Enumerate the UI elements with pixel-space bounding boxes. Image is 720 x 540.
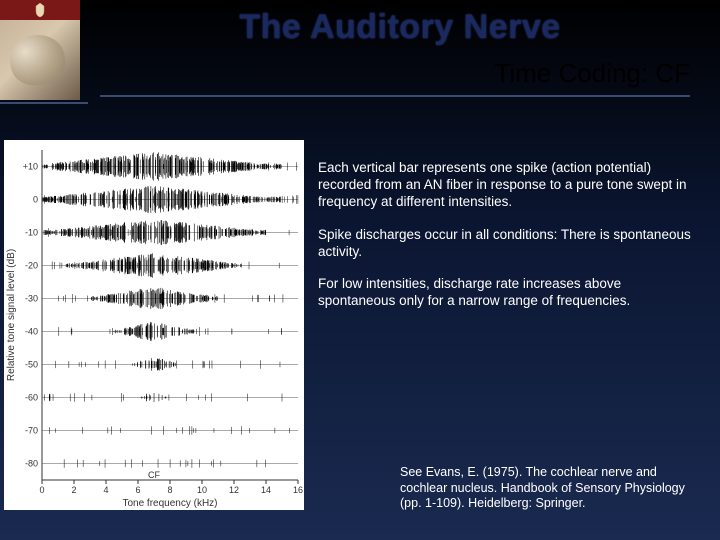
svg-text:10: 10: [197, 485, 207, 495]
svg-text:-50: -50: [25, 360, 38, 370]
citation-text: See Evans, E. (1975). The cochlear nerve…: [400, 465, 690, 512]
svg-text:16: 16: [293, 485, 303, 495]
svg-text:Tone frequency (kHz): Tone frequency (kHz): [122, 498, 217, 509]
crest-icon: [0, 0, 80, 20]
svg-text:4: 4: [103, 485, 108, 495]
svg-text:0: 0: [33, 195, 38, 205]
svg-text:Relative tone signal level (dB: Relative tone signal level (dB): [6, 249, 17, 381]
body-text: Each vertical bar represents one spike (…: [318, 160, 700, 326]
svg-text:6: 6: [135, 485, 140, 495]
svg-text:2: 2: [71, 485, 76, 495]
svg-text:-60: -60: [25, 393, 38, 403]
paragraph-2: Spike discharges occur in all conditions…: [318, 227, 700, 261]
svg-text:12: 12: [229, 485, 239, 495]
slide-subtitle: Time Coding: CF: [100, 58, 690, 97]
svg-text:-70: -70: [25, 426, 38, 436]
paragraph-1: Each vertical bar represents one spike (…: [318, 160, 700, 211]
svg-text:8: 8: [167, 485, 172, 495]
svg-text:-20: -20: [25, 261, 38, 271]
ear-photo-placeholder: [0, 20, 80, 100]
svg-text:-30: -30: [25, 294, 38, 304]
svg-text:-10: -10: [25, 228, 38, 238]
raster-plot-chart: +10 0 -10 -20 -30 -40 -50 -60 -70 -80 0 2 4 6 8 10 12 14 1…: [4, 140, 304, 510]
svg-text:-80: -80: [25, 459, 38, 469]
logo-block: [0, 0, 80, 100]
svg-text:CF: CF: [148, 470, 160, 480]
svg-text:0: 0: [39, 485, 44, 495]
slide-title: The Auditory Nerve: [100, 8, 700, 47]
divider-under-logo: [0, 102, 88, 104]
svg-text:-40: -40: [25, 327, 38, 337]
svg-text:14: 14: [261, 485, 271, 495]
svg-text:+10: +10: [23, 162, 38, 172]
paragraph-3: For low intensities, discharge rate incr…: [318, 276, 700, 310]
